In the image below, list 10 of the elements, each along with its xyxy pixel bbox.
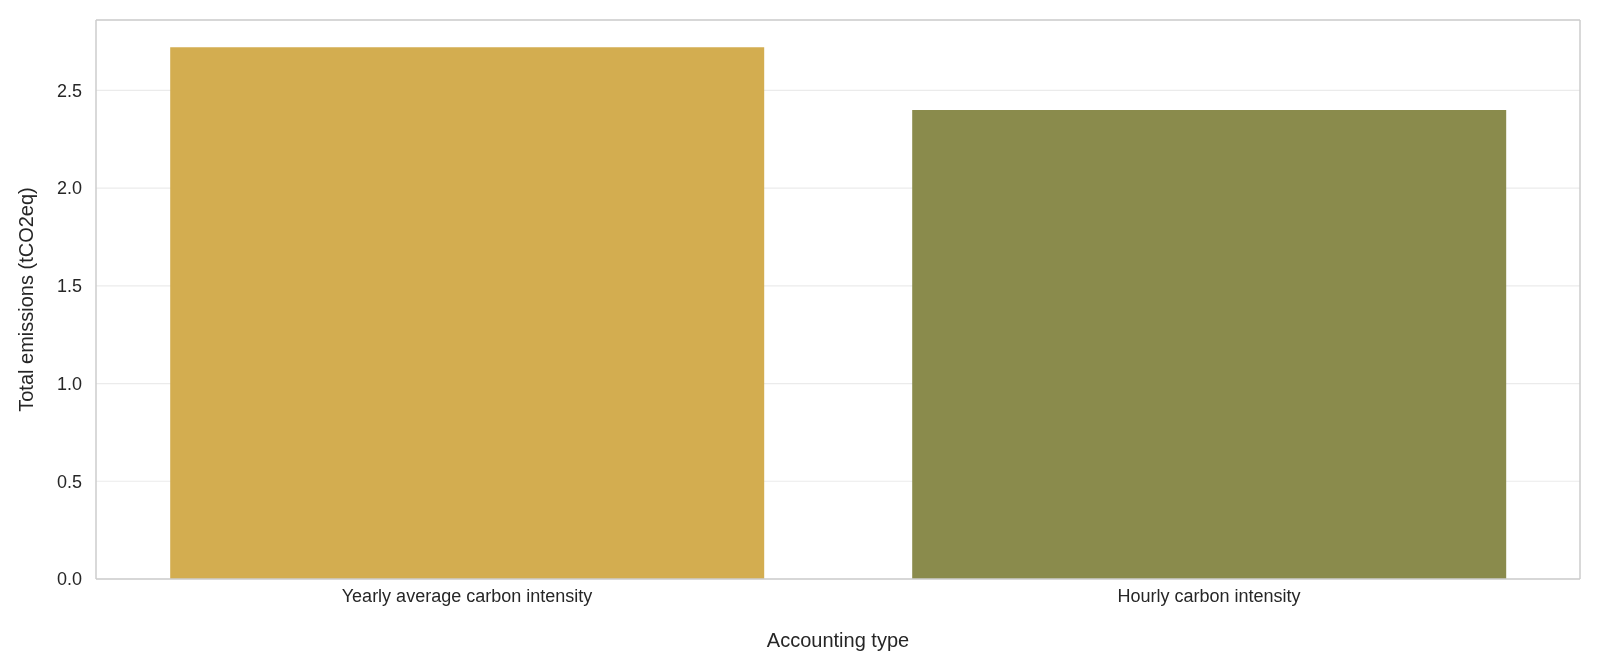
y-tick-label: 1.5 (56, 276, 82, 297)
y-tick-label: 2.0 (56, 178, 82, 199)
y-axis-title: Total emissions (tCO2eq) (15, 187, 38, 412)
x-tick-label: Hourly carbon intensity (1117, 585, 1301, 606)
x-axis-title: Accounting type (766, 629, 910, 651)
y-tick-label: 0.5 (56, 471, 82, 492)
y-tick-label: 2.5 (56, 80, 82, 101)
y-tick-label: 0.0 (56, 569, 82, 590)
y-tick-label: 1.0 (56, 373, 82, 394)
x-tick-label: Yearly average carbon intensity (341, 585, 593, 606)
